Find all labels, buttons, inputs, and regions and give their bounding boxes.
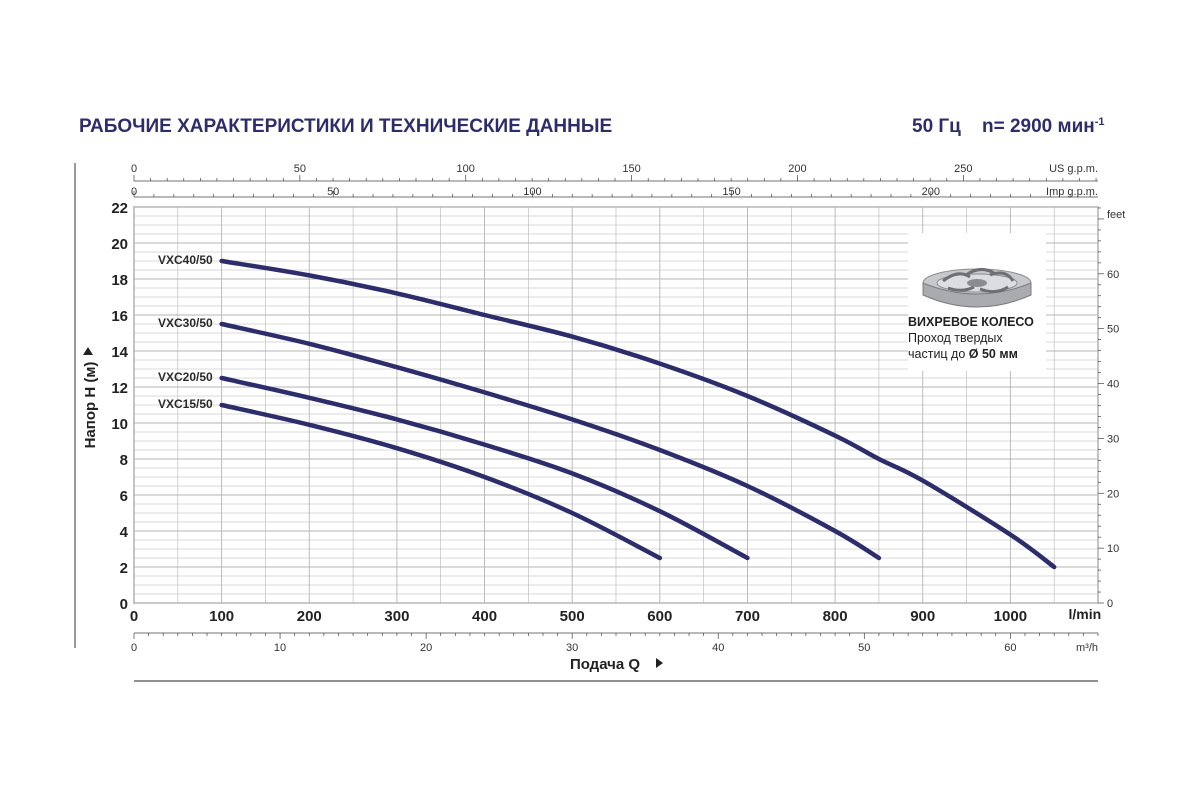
- curves: [219, 258, 1057, 570]
- x-axis-arrow-icon: [656, 658, 663, 668]
- series-label: VXC40/50: [158, 253, 213, 267]
- x-tick-label: 600: [647, 608, 672, 625]
- series-line-vxc15-50: [219, 402, 663, 561]
- us-gpm-tick-label: 250: [954, 163, 972, 175]
- impeller-line1: Проход твердых: [908, 331, 1003, 345]
- series-label: VXC30/50: [158, 316, 213, 330]
- x-tick-label: 500: [560, 608, 585, 625]
- y-tick-label: 10: [111, 416, 128, 433]
- y-axis-label: Напор H (м): [82, 362, 99, 449]
- x-tick-label: 300: [384, 608, 409, 625]
- rpm-exponent: -1: [1094, 116, 1105, 128]
- y-tick-label: 8: [120, 452, 128, 469]
- speed-label: 50 Гц n= 2900 мин-1: [912, 116, 1105, 138]
- impeller-line2-bold: Ø 50 мм: [968, 347, 1018, 361]
- imp-gpm-axis-label: Imp g.p.m.: [1046, 186, 1098, 198]
- y-tick-label: 16: [111, 308, 128, 325]
- x-tick-label: 1000: [994, 608, 1027, 625]
- us-gpm-axis-label: US g.p.m.: [1049, 163, 1098, 175]
- imp-gpm-tick-label: 50: [327, 186, 339, 198]
- series-label: VXC15/50: [158, 397, 213, 411]
- y-tick-label: 2: [120, 560, 128, 577]
- m3h-axis-label: m³/h: [1076, 642, 1098, 654]
- x-tick-label: 400: [472, 608, 497, 625]
- x-tick-label: 800: [823, 608, 848, 625]
- impeller-line2-prefix: частиц до: [908, 347, 969, 361]
- feet-tick-label: 40: [1107, 379, 1119, 391]
- y-tick-label: 22: [111, 200, 128, 217]
- us-gpm-tick-label: 50: [294, 163, 306, 175]
- feet-tick-label: 30: [1107, 433, 1119, 445]
- x-tick-label: 900: [910, 608, 935, 625]
- y-tick-label: 20: [111, 236, 128, 253]
- impeller-caption: ВИХРЕВОЕ КОЛЕСО Проход твердых частиц до…: [908, 314, 1058, 362]
- page-title: РАБОЧИЕ ХАРАКТЕРИСТИКИ И ТЕХНИЧЕСКИЕ ДАН…: [79, 116, 613, 137]
- y-tick-label: 0: [120, 596, 128, 613]
- m3h-tick-label: 0: [131, 642, 137, 654]
- y-tick-label: 12: [111, 380, 128, 397]
- series-line-vxc20-50: [219, 375, 750, 561]
- us-gpm-tick-label: 150: [622, 163, 640, 175]
- feet-axis-label: feet: [1107, 209, 1125, 221]
- impeller-image: [908, 233, 1046, 371]
- y-tick-label: 14: [111, 344, 128, 361]
- imp-gpm-tick-label: 200: [922, 186, 940, 198]
- imp-gpm-tick-label: 100: [523, 186, 541, 198]
- y-tick-label: 18: [111, 272, 128, 289]
- m3h-tick-label: 10: [274, 642, 286, 654]
- m3h-tick-label: 60: [1004, 642, 1016, 654]
- imp-gpm-tick-label: 0: [131, 186, 137, 198]
- x-axis-label: Подача Q: [570, 656, 640, 673]
- impeller-line2: частиц до Ø 50 мм: [908, 346, 1058, 362]
- series-line-vxc40-50: [219, 258, 1057, 570]
- x-tick-label: 0: [130, 608, 138, 625]
- labels: VXC40/50 VXC30/50 VXC20/50 VXC15/50: [158, 253, 213, 411]
- feet-tick-label: 10: [1107, 543, 1119, 555]
- frequency-label: 50 Гц: [912, 116, 961, 138]
- x-tick-label: 200: [297, 608, 322, 625]
- impeller-title: ВИХРЕВОЕ КОЛЕСО: [908, 315, 1034, 329]
- us-gpm-tick-label: 200: [788, 163, 806, 175]
- imp-gpm-tick-label: 150: [722, 186, 740, 198]
- feet-tick-label: 0: [1107, 598, 1113, 610]
- us-gpm-tick-label: 0: [131, 163, 137, 175]
- series-label: VXC20/50: [158, 370, 213, 384]
- feet-tick-label: 60: [1107, 269, 1119, 281]
- feet-tick-label: 20: [1107, 488, 1119, 500]
- m3h-tick-label: 30: [566, 642, 578, 654]
- feet-tick-label: 50: [1107, 324, 1119, 336]
- m3h-tick-label: 50: [858, 642, 870, 654]
- us-gpm-tick-label: 100: [457, 163, 475, 175]
- y-axis-arrow-icon: [83, 347, 93, 355]
- m3h-tick-label: 40: [712, 642, 724, 654]
- rpm-label: n= 2900 мин: [982, 116, 1095, 138]
- x-tick-label: 700: [735, 608, 760, 625]
- series-line-vxc30-50: [219, 321, 882, 561]
- x-tick-label: 100: [209, 608, 234, 625]
- y-tick-label: 4: [120, 524, 129, 541]
- y-tick-label: 6: [120, 488, 128, 505]
- m3h-tick-label: 20: [420, 642, 432, 654]
- x-unit-label: l/min: [1069, 606, 1102, 622]
